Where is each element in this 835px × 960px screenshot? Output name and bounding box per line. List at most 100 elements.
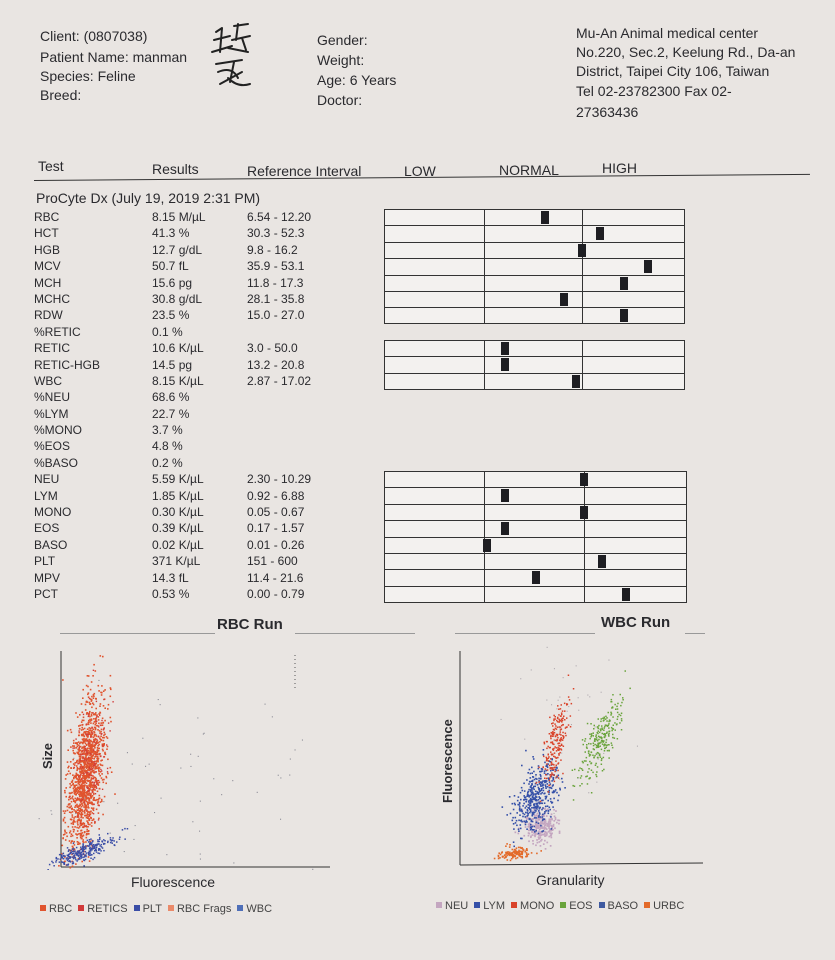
- range-bar-neu: [385, 472, 686, 489]
- result-marker: [620, 309, 629, 323]
- client-id: Client: (0807038): [40, 28, 148, 44]
- range-bars-rbc: [384, 209, 685, 325]
- legend-label: WBC: [246, 903, 273, 915]
- low-normal-divider: [484, 586, 486, 602]
- test-result: 0.53 %: [152, 586, 190, 601]
- range-bar-wbc: [385, 373, 684, 389]
- test-reference: 30.3 - 52.3: [247, 226, 305, 241]
- test-name: MCV: [34, 259, 61, 274]
- legend-swatch: [133, 905, 140, 911]
- range-bar-mchc: [385, 291, 684, 309]
- test-name: PLT: [34, 554, 56, 569]
- test-name: LYM: [34, 488, 58, 503]
- col-reference: Reference Interval: [247, 163, 362, 179]
- test-reference: 0.05 - 0.67: [247, 505, 305, 520]
- range-bar-mpv: [385, 570, 686, 587]
- weight: Weight:: [317, 52, 365, 68]
- test-name: %BASO: [34, 455, 79, 470]
- range-bar-rdw: [385, 308, 684, 324]
- result-marker: [579, 473, 588, 486]
- test-result: 371 K/µL: [152, 554, 201, 569]
- legend-label: MONO: [520, 900, 555, 912]
- col-low: LOW: [404, 163, 436, 179]
- test-result: 8.15 K/µL: [152, 373, 204, 388]
- col-test: Test: [38, 158, 64, 174]
- wbc-ylabel: Fluorescence: [440, 719, 455, 803]
- wbc-xlabel: Granularity: [536, 872, 605, 888]
- range-bar-hct: [385, 226, 684, 243]
- low-normal-divider: [483, 357, 485, 373]
- legend-swatch: [237, 905, 244, 911]
- test-result: 4.8 %: [152, 439, 183, 454]
- test-reference: 28.1 - 35.8: [247, 291, 305, 306]
- breed: Breed:: [40, 87, 82, 103]
- clinic-fax: 27363436: [576, 104, 639, 120]
- test-name: MCHC: [34, 291, 70, 306]
- rbc-legend: RBC RETICS PLT RBC Frags WBC: [34, 903, 272, 915]
- test-reference: 9.8 - 16.2: [247, 242, 298, 257]
- legend-label: URBC: [653, 900, 685, 912]
- test-name: HGB: [34, 242, 61, 257]
- normal-high-divider: [582, 373, 584, 389]
- range-bar-hgb: [385, 242, 684, 260]
- test-result: 0.1 %: [152, 324, 183, 339]
- low-normal-divider: [483, 291, 485, 308]
- handwritten-signature: [211, 23, 251, 87]
- test-name: %MONO: [34, 423, 82, 438]
- result-marker: [501, 489, 510, 503]
- test-result: 10.6 K/µL: [152, 341, 204, 356]
- result-marker: [500, 358, 509, 372]
- range-bar-retic: [385, 341, 684, 358]
- low-normal-divider: [483, 308, 485, 324]
- reference-column: 6.54 - 12.20 30.3 - 52.3 9.8 - 16.2 35.9 - …: [247, 209, 311, 602]
- normal-high-divider: [582, 210, 584, 226]
- clinic-address-line2: District, Taipei City 106, Taiwan: [576, 63, 770, 79]
- test-reference: [247, 438, 311, 454]
- normal-high-divider: [582, 275, 584, 291]
- test-reference: 0.92 - 6.88: [247, 488, 305, 503]
- normal-high-divider: [582, 308, 584, 324]
- test-name: RDW: [34, 308, 63, 323]
- wbc-run-title: WBC Run: [601, 614, 671, 631]
- normal-high-divider: [582, 291, 584, 308]
- clinic-phone: Tel 02-23782300 Fax 02-: [576, 83, 732, 99]
- legend-label: BASO: [607, 900, 639, 912]
- test-result: 22.7 %: [152, 406, 190, 421]
- test-reference: [247, 389, 311, 405]
- test-name: MPV: [34, 570, 61, 585]
- legend-label: RBC Frags: [176, 903, 232, 915]
- col-results: Results: [152, 161, 199, 177]
- normal-high-divider: [582, 357, 584, 373]
- rbc-xlabel: Fluorescence: [131, 874, 216, 890]
- range-bar-retic-hgb: [385, 357, 684, 374]
- rbc-title-line-right: [295, 633, 415, 634]
- test-reference: 6.54 - 12.20: [247, 210, 312, 224]
- test-name: RETIC: [34, 341, 70, 356]
- low-normal-divider: [484, 472, 486, 488]
- test-reference: [247, 422, 311, 438]
- test-result: 41.3 %: [152, 226, 190, 241]
- result-marker: [500, 342, 509, 355]
- legend-label: EOS: [569, 900, 593, 912]
- test-name: RETIC-HGB: [34, 357, 100, 372]
- test-result: 12.7 g/dL: [152, 242, 203, 257]
- test-result: 23.5 %: [152, 308, 190, 323]
- normal-high-divider: [583, 537, 585, 553]
- urbc-population: [493, 843, 542, 862]
- test-reference: [247, 406, 311, 422]
- range-bar-baso: [385, 537, 686, 554]
- normal-high-divider: [583, 570, 585, 586]
- test-reference: 0.17 - 1.57: [247, 521, 305, 536]
- test-result: 8.15 M/µL: [152, 210, 206, 224]
- legend-swatch: [167, 905, 174, 911]
- lym-population: [501, 749, 566, 848]
- test-reference: 3.0 - 50.0: [247, 341, 298, 356]
- test-reference: [247, 455, 311, 471]
- test-result: 1.85 K/µL: [152, 488, 204, 503]
- wbc-title-line-left: [455, 633, 595, 634]
- test-result: 68.6 %: [152, 390, 190, 405]
- result-marker: [501, 522, 510, 536]
- range-bar-lym: [385, 488, 686, 505]
- test-name: HCT: [34, 226, 59, 241]
- range-bars-wbc-diff: [384, 471, 687, 603]
